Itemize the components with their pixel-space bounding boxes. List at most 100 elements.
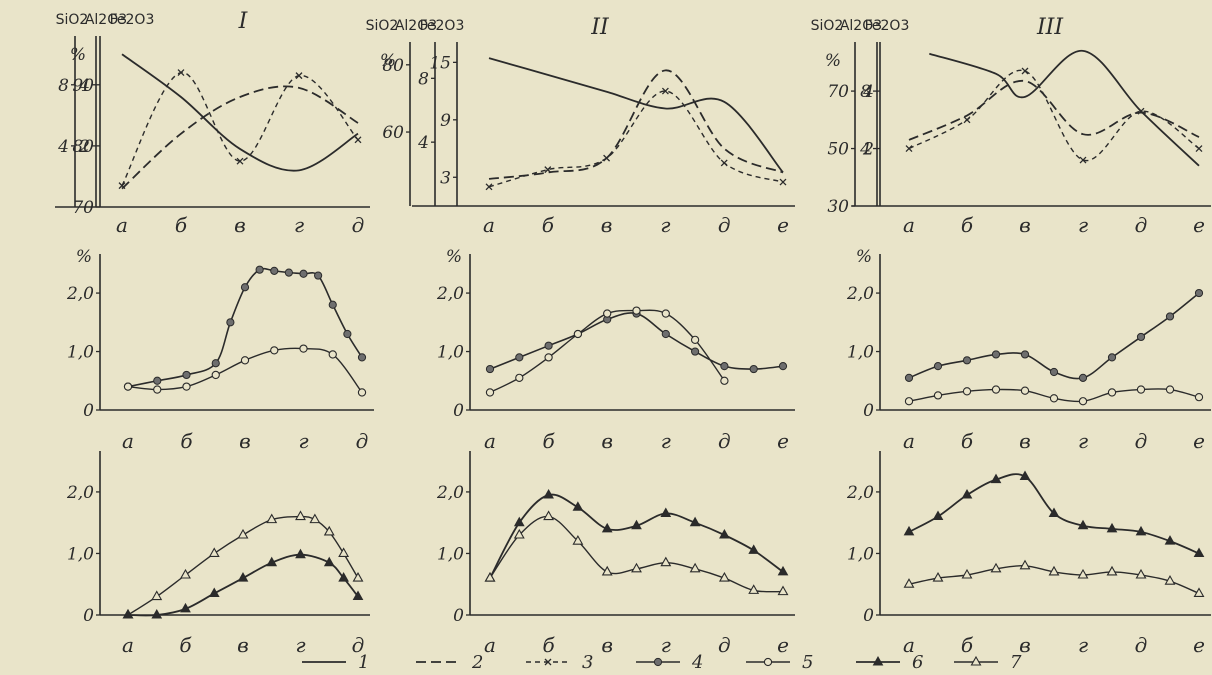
y-tick-label: 50: [827, 140, 849, 160]
series-5-marker: [573, 329, 583, 339]
series-7-marker: [180, 568, 191, 579]
series-7-marker: [1106, 565, 1118, 576]
x-tick-label: в: [1019, 633, 1031, 657]
series-6-marker: [513, 516, 525, 527]
y-tick-label: 70: [72, 198, 94, 218]
y-tick-label: 0: [453, 401, 464, 421]
y-tick-label: 0: [863, 401, 874, 421]
series-3-marker: [603, 154, 611, 162]
x-tick-label: а: [122, 429, 134, 453]
y-tick-label: 4: [859, 140, 871, 160]
series-4-marker: [240, 283, 250, 292]
series-5-marker: [1194, 392, 1204, 402]
unit-label: %: [76, 247, 92, 267]
x-tick-label: г: [661, 633, 671, 657]
series-7-marker: [484, 571, 496, 582]
series-4-marker: [255, 265, 264, 274]
axis-name-label: SiO2: [56, 12, 89, 28]
legend-1-label: 1: [358, 652, 369, 673]
legend-2-label: 2: [471, 652, 483, 673]
y-tick-label: 2: [862, 140, 874, 160]
x-tick-label: а: [116, 213, 128, 237]
y-tick-label: 8: [58, 76, 69, 96]
series-4-marker: [485, 364, 495, 374]
series-4-marker: [270, 266, 279, 275]
axis-name-label: SiO2: [366, 18, 399, 34]
series-4-marker: [1107, 353, 1117, 362]
chart-middle-right: а б в г д е 0 1,0 2,0%: [846, 247, 1211, 453]
series-7-marker: [1048, 565, 1060, 576]
axis-name-label: Al2O3: [85, 12, 127, 28]
series-4-marker: [299, 269, 308, 278]
x-tick-label: в: [601, 213, 613, 237]
series-6-marker: [338, 572, 349, 582]
panel-title: I: [238, 9, 249, 34]
series-3-marker: [236, 157, 244, 165]
series-3-marker: [905, 145, 913, 153]
axis-name-label: SiO2: [811, 18, 844, 34]
series-6-marker: [1164, 535, 1176, 545]
series-5-marker: [933, 391, 943, 400]
series-5-marker: [962, 387, 972, 396]
series-7-marker: [1019, 559, 1031, 570]
series-4-marker: [343, 329, 352, 339]
y-tick-label: 1,0: [437, 544, 464, 564]
x-tick-label: б: [961, 633, 974, 657]
x-tick-label: д: [352, 633, 365, 657]
axis-name-label: Fe2O3: [865, 18, 910, 34]
chart-bottom-right: а б в г д е 0 1,0 2,0: [846, 451, 1211, 657]
series-6-marker: [932, 510, 944, 521]
legend-6-label: 6: [912, 652, 923, 673]
x-tick-label: а: [484, 429, 496, 453]
series-6-marker: [1077, 519, 1089, 530]
axis-name-label: Al2O3: [395, 18, 437, 34]
series-6-marker: [1135, 525, 1147, 536]
y-tick-label: 1,0: [437, 343, 464, 363]
legend: 1 2 3 4 5 6 7: [302, 652, 1022, 673]
series-3-marker: [963, 116, 971, 124]
x-tick-label: г: [660, 213, 670, 237]
x-tick-label: е: [1193, 633, 1205, 657]
x-tick-label: г: [1078, 633, 1088, 657]
series-3-line: [121, 71, 359, 186]
y-tick-label: 4: [57, 137, 69, 157]
y-tick-label: 30: [827, 197, 849, 217]
series-7-marker: [338, 547, 350, 558]
series-4-marker: [749, 364, 758, 374]
series-6-marker: [777, 565, 789, 576]
x-tick-label: г: [294, 213, 304, 237]
x-tick-label: д: [718, 213, 731, 237]
x-tick-label: д: [1135, 429, 1148, 453]
y-tick-label: 0: [83, 401, 94, 421]
series-3-marker: [544, 166, 552, 174]
chart-middle-middle: а б в г д е 0 1,0 2,0%: [436, 247, 795, 453]
series-6-marker: [689, 516, 701, 527]
series-7-marker: [237, 528, 249, 539]
series-4-marker: [314, 271, 323, 280]
y-tick-label: 2,0: [436, 483, 464, 503]
series-4-marker: [933, 362, 943, 371]
x-tick-label: б: [542, 213, 555, 237]
series-4-marker: [515, 353, 524, 362]
series-6-marker: [601, 522, 613, 533]
series-3-line: [488, 90, 784, 188]
series-7-marker: [323, 525, 335, 536]
unit-label: %: [70, 45, 86, 65]
series-7-marker: [990, 562, 1002, 573]
series-6-marker: [1106, 522, 1118, 533]
series-2-line: [488, 69, 784, 180]
series-7-marker: [631, 562, 642, 573]
series-3-marker: [779, 178, 787, 186]
series-7-marker: [718, 571, 730, 582]
x-tick-label: г: [1078, 213, 1088, 237]
series-6-marker: [543, 488, 554, 499]
series-6-marker: [990, 473, 1002, 484]
series-3-marker: [354, 136, 362, 144]
x-tick-label: д: [352, 213, 365, 237]
x-tick-label: б: [542, 633, 555, 657]
y-tick-label: 4: [862, 82, 874, 102]
series-5-marker: [720, 376, 729, 385]
series-4-marker: [1078, 373, 1088, 382]
x-tick-label: а: [122, 633, 134, 657]
